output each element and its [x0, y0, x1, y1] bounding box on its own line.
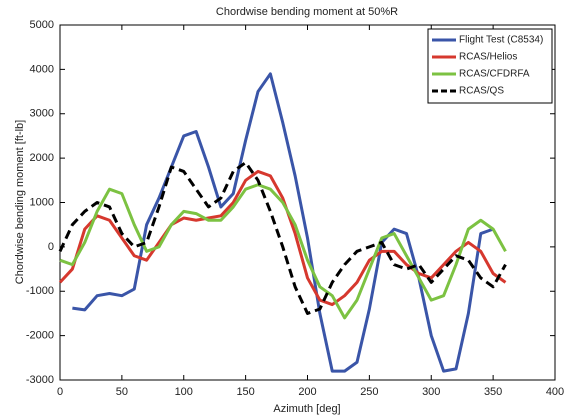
x-tick-label: 300 [422, 386, 440, 398]
series-line [58, 161, 507, 315]
y-tick-label: 0 [48, 241, 54, 253]
x-tick-label: 150 [236, 386, 254, 398]
y-tick-label: -1000 [26, 285, 54, 297]
x-tick-label: 250 [360, 386, 378, 398]
x-tick-label: 350 [484, 386, 502, 398]
y-tick-label: 5000 [30, 19, 54, 31]
legend-label: Flight Test (C8534) [459, 35, 543, 46]
x-tick-label: 200 [298, 386, 316, 398]
series-line [59, 183, 507, 320]
legend-label: RCAS/Helios [459, 52, 517, 63]
y-tick-label: -2000 [26, 330, 54, 342]
y-tick-label: 1000 [30, 196, 54, 208]
y-tick-label: 2000 [30, 152, 54, 164]
y-tick-label: -3000 [26, 374, 54, 386]
y-axis-label: Chordwise bending moment [ft-lb] [14, 120, 26, 284]
series-line [72, 72, 494, 373]
legend-label: RCAS/QS [459, 86, 504, 97]
series-line [58, 169, 507, 307]
x-axis-label: Azimuth [deg] [273, 403, 340, 415]
x-tick-label: 400 [546, 386, 564, 398]
y-tick-label: 3000 [30, 108, 54, 120]
y-tick-label: 4000 [30, 63, 54, 75]
x-tick-label: 100 [175, 386, 193, 398]
chart-title: Chordwise bending moment at 50%R [216, 6, 398, 18]
x-tick-label: 0 [57, 386, 63, 398]
legend-label: RCAS/CFDRFA [459, 69, 530, 80]
x-tick-label: 50 [116, 386, 128, 398]
